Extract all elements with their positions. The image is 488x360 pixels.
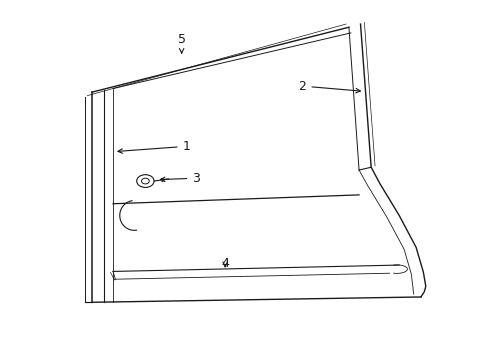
Text: 4: 4 xyxy=(221,257,229,270)
Text: 3: 3 xyxy=(160,172,200,185)
Text: 5: 5 xyxy=(177,33,185,53)
Text: 2: 2 xyxy=(298,80,360,93)
Text: 1: 1 xyxy=(118,140,190,153)
